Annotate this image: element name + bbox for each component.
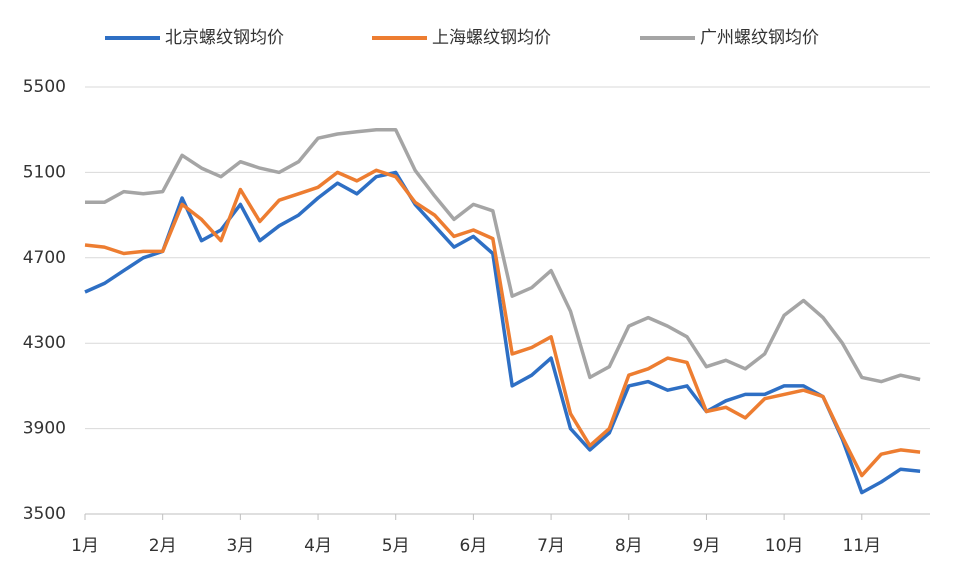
x-tick-label: 3月: [226, 536, 254, 556]
x-tick-label: 8月: [615, 536, 643, 556]
x-tick-label: 5月: [382, 536, 410, 556]
y-tick-label: 3900: [23, 419, 66, 439]
series-line: [85, 127, 921, 384]
x-tick-label: 7月: [537, 536, 565, 556]
x-tick-label: 2月: [149, 536, 177, 556]
x-tick-label: 4月: [304, 536, 332, 556]
legend-label: 北京螺纹钢均价: [165, 28, 284, 48]
x-tick-label: 1月: [71, 536, 99, 556]
series-line: [84, 168, 921, 478]
legend-label: 广州螺纹钢均价: [700, 28, 819, 48]
x-tick-label: 10月: [765, 536, 804, 556]
y-tick-label: 4700: [23, 248, 66, 268]
y-tick-label: 4300: [23, 333, 66, 353]
x-tick-label: 11月: [842, 536, 881, 556]
legend-label: 上海螺纹钢均价: [432, 28, 551, 48]
y-tick-label: 5100: [23, 162, 66, 182]
y-tick-label: 3500: [23, 504, 66, 524]
series-line: [84, 170, 921, 495]
y-tick-label: 5500: [23, 77, 66, 97]
x-tick-label: 9月: [693, 536, 721, 556]
x-tick-label: 6月: [459, 536, 487, 556]
